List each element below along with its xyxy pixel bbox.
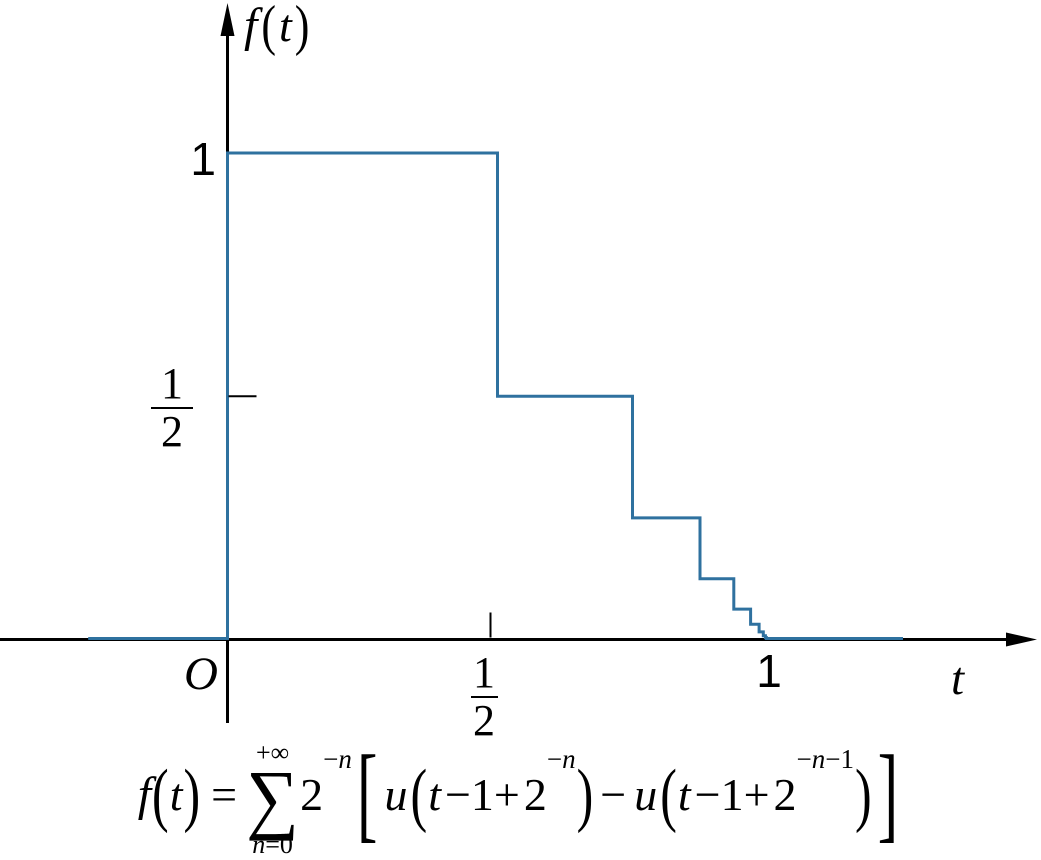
exponent-var: n <box>811 744 826 774</box>
coefficient-exponent: −n <box>323 746 352 773</box>
x-tick-label-half: 1 2 <box>467 648 501 745</box>
fraction-denominator: 2 <box>161 406 183 456</box>
sum-upper-limit: +∞ <box>256 737 290 767</box>
fraction-denominator: 2 <box>473 695 495 745</box>
t-symbol: t <box>279 0 292 51</box>
minus-sign: − <box>323 744 339 774</box>
minus-sign: − <box>600 768 627 820</box>
y-tick-label-half: 1 2 <box>150 359 194 456</box>
formula-f: f <box>137 767 152 821</box>
x-tick-label-1: 1 <box>756 645 782 697</box>
close-paren: ) <box>576 754 594 834</box>
fraction-bar <box>470 695 498 698</box>
sum-lower-limit: n=0 <box>252 829 293 860</box>
power-exponent: −n−1 <box>797 746 854 773</box>
sigma-icon: ∑ <box>246 755 299 842</box>
open-bracket: [ <box>356 735 378 853</box>
close-paren: ) <box>183 754 201 834</box>
x-axis-arrow-icon <box>1006 632 1037 647</box>
y-tick-label-1: 1 <box>190 133 216 185</box>
y-axis-title: f ( t ) <box>244 0 310 54</box>
step-function-u: u <box>384 768 408 820</box>
power-base: 2 <box>523 768 547 820</box>
y-axis-arrow-icon <box>220 3 235 36</box>
formula-t: t <box>169 768 183 820</box>
origin-label: O <box>184 648 218 700</box>
formula: f ( t ) = +∞ ∑ n=0 2 −n [ u ( t −1+ 2 −n… <box>0 728 1041 860</box>
fraction-bar <box>151 406 193 409</box>
summation: +∞ ∑ n=0 <box>246 737 299 860</box>
close-paren: ) <box>855 754 872 834</box>
minus-sign: − <box>796 744 812 774</box>
fraction-numerator: 1 <box>161 359 183 408</box>
step-function-u: u <box>634 768 658 820</box>
x-axis-title: t <box>951 653 965 705</box>
sum-index-var: n <box>252 829 266 859</box>
open-paren: ( <box>410 754 428 834</box>
power-exponent: −n <box>547 746 576 773</box>
open-paren: ( <box>261 0 276 57</box>
close-bracket: ] <box>877 735 899 853</box>
close-paren: ) <box>294 0 310 57</box>
formula-t: t <box>677 768 691 820</box>
fraction-numerator: 1 <box>473 648 495 697</box>
argument-offset: −1+ <box>444 768 520 820</box>
function-curve <box>88 151 903 640</box>
exponent-var: n <box>562 744 576 774</box>
equals-sign: = <box>211 768 238 820</box>
exponent-var: n <box>338 744 352 774</box>
f-symbol: f <box>244 0 258 52</box>
argument-offset: −1+ <box>694 768 770 820</box>
open-paren: ( <box>660 754 677 834</box>
open-paren: ( <box>152 754 169 834</box>
minus-sign: − <box>546 744 563 774</box>
power-base: 2 <box>773 768 797 820</box>
formula-t: t <box>428 768 441 820</box>
exponent-tail: −1 <box>825 744 854 774</box>
coefficient-base: 2 <box>300 768 324 820</box>
sum-index-value: =0 <box>265 829 293 859</box>
